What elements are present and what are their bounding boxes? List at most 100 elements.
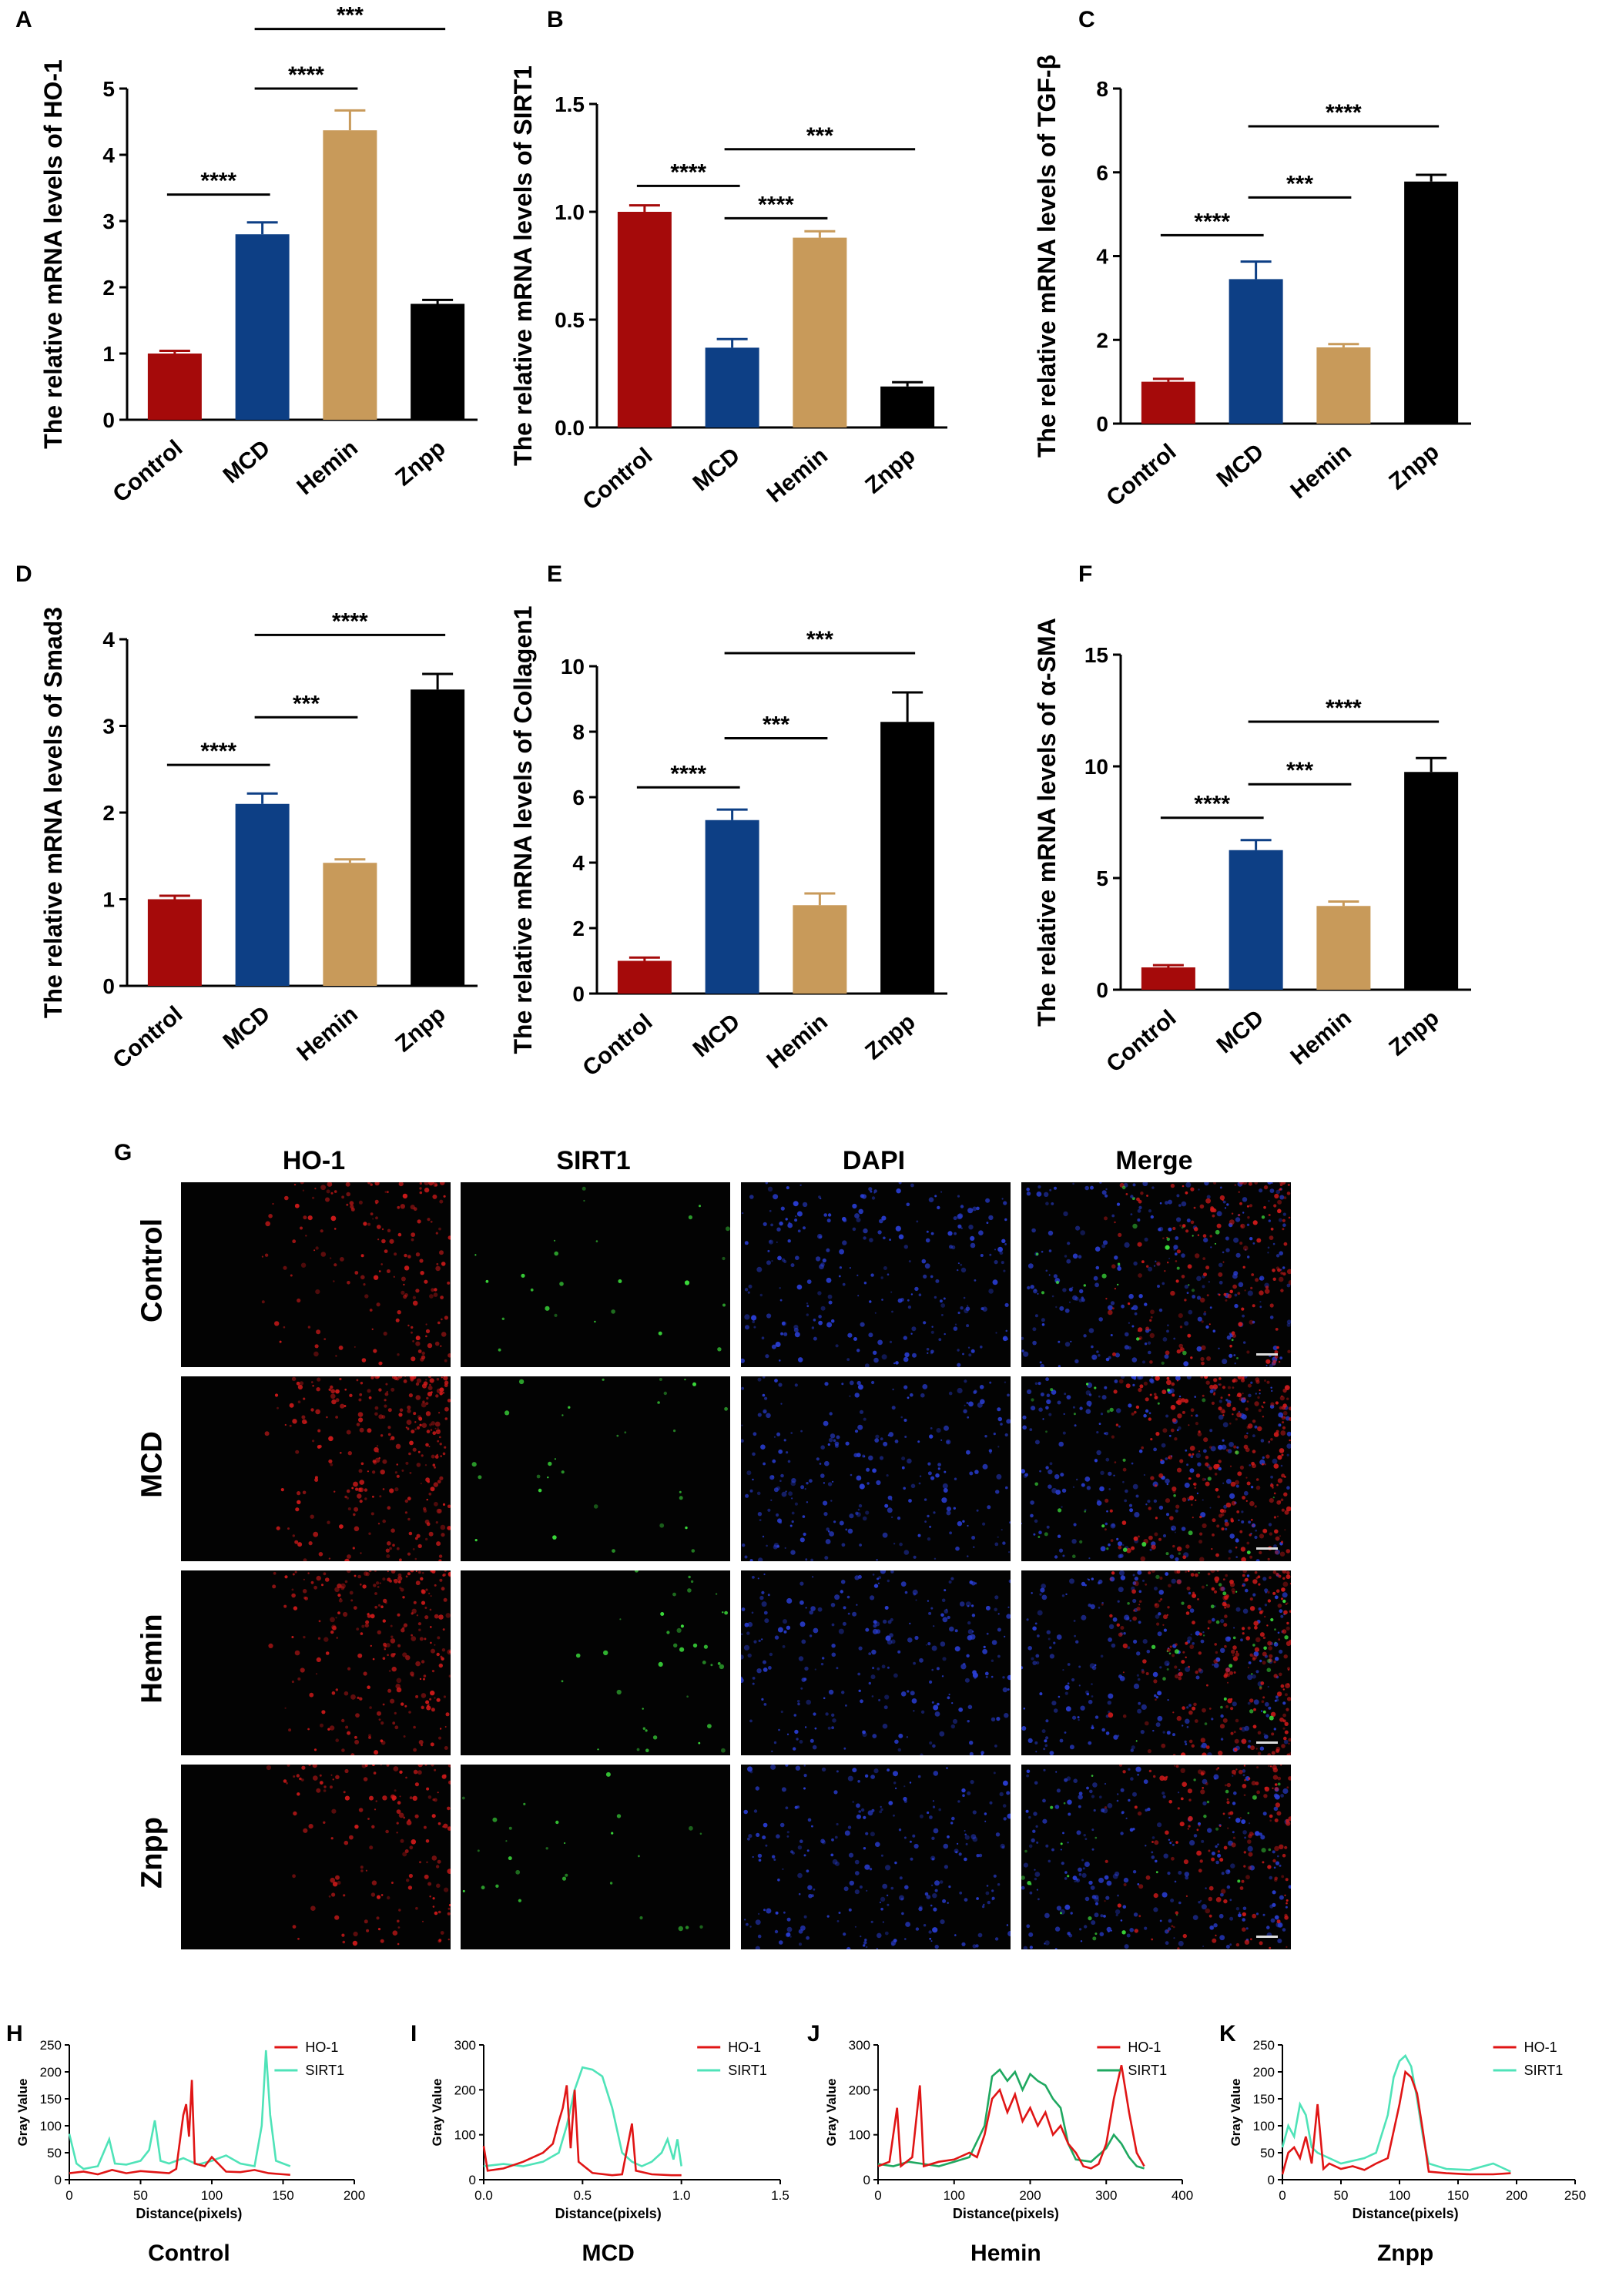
fluorescence-dot [1031, 1228, 1036, 1233]
y-tick-label: 250 [1253, 2038, 1275, 2053]
fluorescence-dot [1122, 1544, 1125, 1547]
fluorescence-dot [1286, 1602, 1289, 1604]
fluorescence-dot [1003, 1817, 1007, 1821]
fluorescence-dot [1286, 1818, 1289, 1823]
x-tick-label: 100 [1389, 2188, 1410, 2203]
fluorescence-dot [1191, 1414, 1193, 1417]
fluorescence-dot [397, 1942, 400, 1946]
fluorescence-dot [1184, 1872, 1189, 1877]
fluorescence-dot [441, 1262, 446, 1266]
fluorescence-dot [1149, 1360, 1153, 1364]
fluorescence-dot [1227, 1386, 1231, 1389]
fluorescence-dot [784, 1547, 786, 1549]
fluorescence-dot [1094, 1246, 1101, 1252]
fluorescence-dot [353, 1606, 357, 1610]
fluorescence-dot [355, 1487, 359, 1491]
fluorescence-dot [1250, 1486, 1254, 1489]
fluorescence-dot [867, 1482, 870, 1485]
fluorescence-dot [1073, 1620, 1076, 1622]
fluorescence-dot [288, 1728, 292, 1732]
fluorescence-dot [1190, 1220, 1195, 1225]
bar-mcd [705, 347, 759, 427]
fluorescence-dot [798, 1892, 801, 1895]
fluorescence-dot [353, 1481, 358, 1487]
fluorescence-dot [328, 1895, 331, 1898]
fluorescence-dot [1252, 1419, 1256, 1423]
fluorescence-dot [328, 1459, 333, 1463]
fluorescence-dot [320, 1229, 323, 1233]
fluorescence-dot [931, 1645, 937, 1651]
fluorescence-dot [1235, 1590, 1238, 1593]
y-tick-label: 300 [454, 2038, 476, 2053]
fluorescence-dot [374, 1605, 378, 1609]
fluorescence-dot [1262, 1661, 1266, 1665]
fluorescence-dot [1249, 1709, 1254, 1714]
fluorescence-dot [409, 1796, 413, 1799]
fluorescence-dot [1274, 1786, 1279, 1792]
fluorescence-dot [1064, 1691, 1068, 1695]
fluorescence-dot [396, 1832, 398, 1834]
fluorescence-dot [323, 1637, 329, 1642]
fluorescence-dot [1282, 1218, 1286, 1222]
fluorescence-dot [447, 1869, 451, 1874]
fluorescence-dot [922, 1384, 928, 1389]
x-tick-label: 300 [1095, 2188, 1117, 2203]
fluorescence-dot [1229, 1332, 1232, 1336]
fluorescence-dot [864, 1939, 867, 1942]
fluorescence-dot [1167, 1324, 1169, 1326]
fluorescence-dot [1279, 1649, 1283, 1654]
fluorescence-dot [1242, 1584, 1244, 1587]
fluorescence-dot [404, 1511, 407, 1514]
fluorescence-dot [1132, 1870, 1137, 1874]
scale-bar [1256, 1353, 1278, 1356]
fluorescence-dot [997, 1446, 1000, 1448]
fluorescence-dot [359, 1500, 363, 1503]
y-tick-label: 0.0 [555, 416, 585, 440]
fluorescence-dot [1153, 1893, 1158, 1899]
fluorescence-dot [428, 1592, 431, 1594]
fluorescence-dot [832, 1480, 834, 1483]
fluorescence-dot [1151, 1938, 1154, 1941]
fluorescence-dot [848, 1908, 852, 1912]
fluorescence-dot [410, 1378, 414, 1382]
fluorescence-dot [721, 1748, 726, 1753]
fluorescence-dot [289, 1424, 292, 1427]
fluorescence-dot [1026, 1774, 1029, 1778]
fluorescence-dot [406, 1820, 412, 1825]
fluorescence-dot [354, 1507, 359, 1512]
fluorescence-dot [930, 1349, 934, 1354]
fluorescence-dot [842, 1621, 846, 1626]
fluorescence-dot [575, 1653, 581, 1658]
fluorescence-dot [1225, 1299, 1228, 1302]
significance-label: **** [670, 761, 706, 786]
fluorescence-dot [1273, 1432, 1279, 1437]
fluorescence-dot [292, 1419, 297, 1424]
fluorescence-dot [1166, 1329, 1169, 1333]
fluorescence-dot [865, 1627, 870, 1632]
micrograph-hemin-ho1 [181, 1570, 451, 1755]
fluorescence-dot [835, 1344, 839, 1348]
fluorescence-dot [1141, 1670, 1145, 1674]
fluorescence-dot [897, 1748, 901, 1752]
fluorescence-dot [1094, 1282, 1099, 1288]
fluorescence-dot [518, 1899, 521, 1902]
bar-znpp [880, 722, 935, 994]
fluorescence-dot [812, 1745, 817, 1750]
fluorescence-dot [949, 1531, 952, 1535]
fluorescence-dot [843, 1606, 846, 1610]
micrograph-dots [474, 1186, 730, 1352]
fluorescence-dot [945, 1440, 951, 1445]
micrograph-control-ho1 [181, 1182, 451, 1367]
fluorescence-dot [425, 1839, 430, 1843]
fluorescence-dot [827, 1294, 833, 1299]
fluorescence-dot [1254, 1505, 1257, 1508]
y-tick-label: 5 [102, 77, 115, 101]
fluorescence-dot [428, 1446, 431, 1448]
fluorescence-dot [345, 1182, 350, 1187]
fluorescence-dot [382, 1577, 386, 1581]
fluorescence-dot [1202, 1946, 1205, 1947]
fluorescence-dot [852, 1203, 857, 1209]
fluorescence-dot [941, 1314, 944, 1316]
fluorescence-dot [917, 1775, 921, 1778]
fluorescence-dot [403, 1735, 406, 1738]
